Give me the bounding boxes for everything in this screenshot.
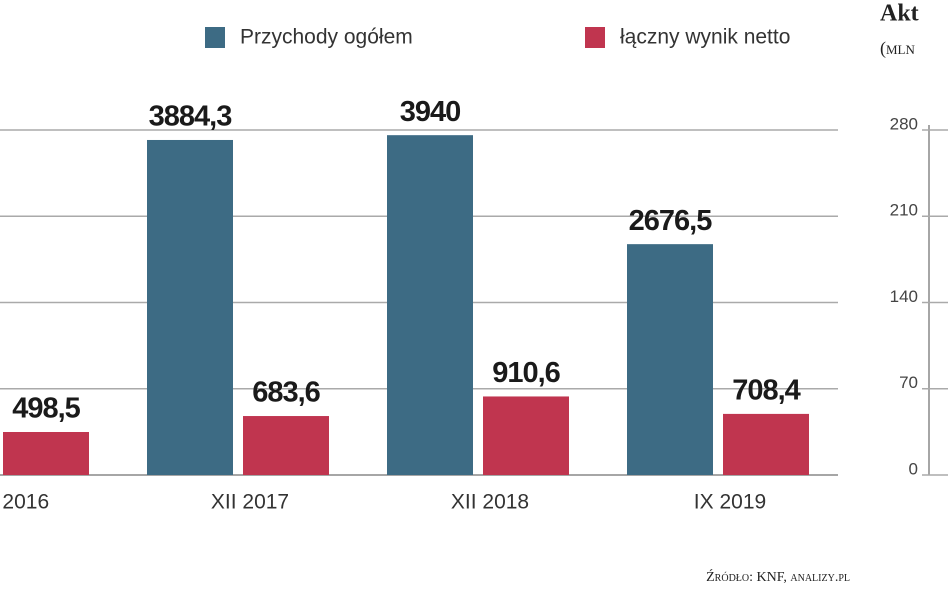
x-tick-label: XII 2018: [451, 491, 529, 514]
value-label: 683,6: [252, 377, 320, 409]
y-tick-label: 140: [890, 287, 918, 306]
value-label: 3940: [400, 96, 461, 128]
bar: [723, 413, 809, 475]
bar: [147, 139, 233, 475]
chart-title: Akt: [880, 1, 919, 27]
legend-label: Przychody ogółem: [240, 26, 413, 49]
source: Źródło: KNF, analizy.pl: [706, 568, 850, 585]
legend-label: łączny wynik netto: [620, 26, 790, 49]
chart-subtitle: (mln: [880, 38, 915, 59]
value-label: 2676,5: [629, 205, 713, 237]
y-tick-label: 280: [890, 114, 918, 133]
legend-swatch: [205, 27, 225, 48]
bar: [627, 244, 713, 475]
x-tick-label: XII 2017: [211, 491, 289, 514]
bar: [483, 396, 569, 475]
y-tick-label: 70: [899, 373, 918, 392]
y-tick-label: 0: [909, 459, 918, 478]
x-tick-label: IX 2019: [694, 491, 766, 514]
value-label: 708,4: [732, 375, 800, 407]
y-tick-label: 210: [890, 201, 918, 220]
x-tick-label: XII 2016: [0, 491, 49, 514]
value-label: 498,5: [12, 393, 80, 425]
value-label: 910,6: [492, 357, 560, 389]
bar: [3, 432, 89, 475]
bar: [387, 135, 473, 476]
value-label: 3884,3: [149, 101, 233, 133]
bar: [243, 416, 329, 475]
legend-swatch: [585, 27, 605, 48]
